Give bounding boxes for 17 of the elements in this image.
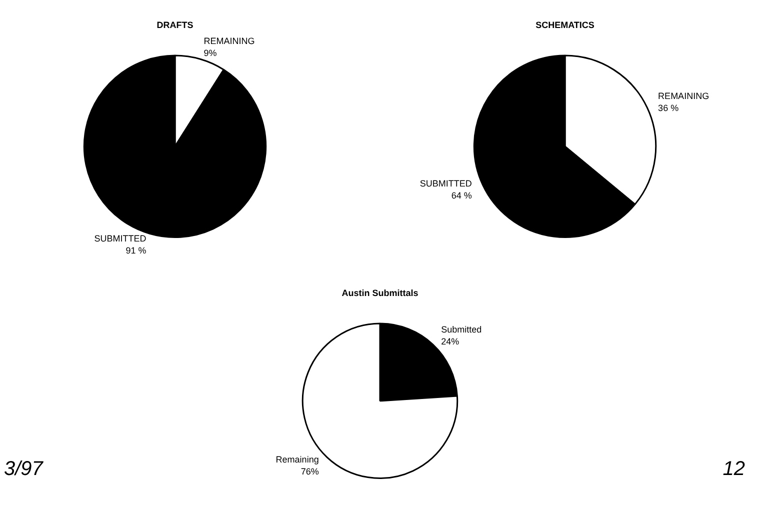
text: 3/97 xyxy=(4,458,43,481)
data-label: 36 % xyxy=(658,103,679,114)
chart-title: Austin Submittals xyxy=(342,288,418,298)
slice-label: REMAINING xyxy=(204,36,255,46)
data-label: 76% xyxy=(300,466,319,477)
slice-label: Submitted xyxy=(441,324,482,334)
chart-title: SCHEMATICS xyxy=(536,20,594,30)
text: 12 xyxy=(722,458,745,481)
slice-label: SUBMITTED xyxy=(94,234,147,244)
chart-title: DRAFTS xyxy=(156,20,194,30)
data-label: 64 % xyxy=(451,190,472,201)
slice-label: SUBMITTED xyxy=(420,178,472,189)
data-label: 24% xyxy=(441,336,460,346)
slice-label: Remaining xyxy=(276,454,319,465)
data-label: 9% xyxy=(204,48,217,58)
data-label: 91 % xyxy=(126,246,146,256)
slice-label: REMAINING xyxy=(658,91,710,102)
